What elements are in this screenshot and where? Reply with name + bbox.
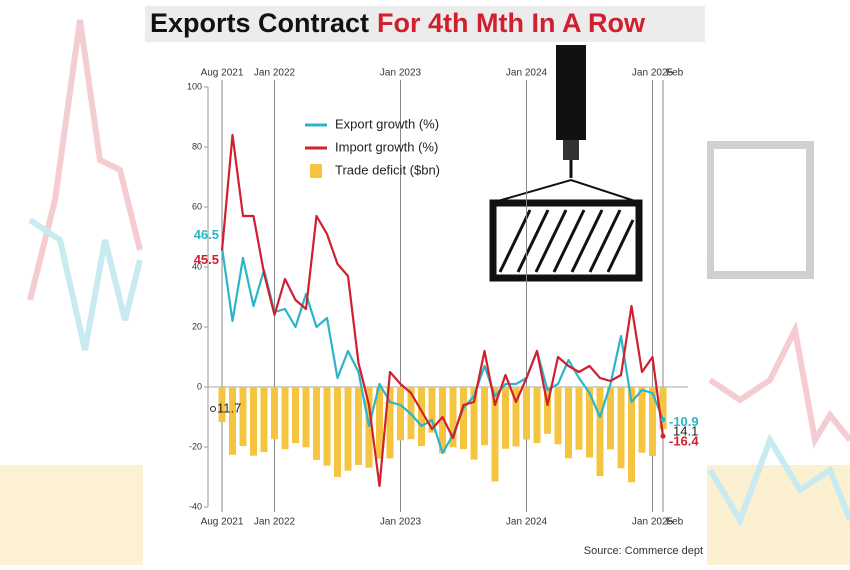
illustration	[489, 45, 643, 282]
line	[220, 247, 665, 455]
bar	[218, 387, 226, 423]
title-highlight: For 4th Mth In A Row	[377, 8, 646, 38]
data-label: -16.4	[669, 434, 699, 449]
bar	[292, 387, 299, 444]
bar	[638, 387, 646, 453]
x-tick-label: Jan 2022	[254, 517, 296, 528]
bar	[502, 387, 509, 449]
x-tick-label: Jan 2023	[380, 68, 422, 79]
chart-title: Exports Contract For 4th Mth In A Row	[150, 8, 646, 38]
x-tick-label: Aug 2021	[201, 68, 244, 79]
bar	[523, 387, 530, 440]
x-tick-label: Jan 2024	[506, 517, 548, 528]
bar	[533, 387, 541, 444]
y-tick-label: 60	[192, 201, 202, 211]
bar	[428, 387, 436, 433]
bar	[229, 387, 236, 455]
title-main: Exports Contract	[150, 8, 369, 38]
bar	[575, 387, 583, 450]
data-label: 14.1	[673, 424, 698, 439]
y-tick-label: 80	[192, 141, 202, 151]
legend-label: Import growth (%)	[335, 139, 438, 154]
bar	[334, 387, 341, 477]
data-label: 11.7	[217, 400, 241, 415]
end-dot	[660, 433, 666, 439]
bar	[554, 387, 562, 445]
legend-label: Export growth (%)	[335, 116, 439, 131]
bar	[491, 387, 499, 482]
x-tick-label: Jan 2025	[632, 68, 674, 79]
x-tick-label: Jan 2025	[632, 517, 674, 528]
bar	[344, 387, 352, 471]
bar	[659, 387, 667, 430]
bar	[439, 387, 446, 454]
x-tick-label: Jan 2022	[254, 68, 296, 79]
y-tick-label: -20	[189, 441, 202, 451]
bar	[481, 387, 488, 446]
end-dot	[660, 417, 666, 423]
title-bar	[145, 6, 705, 42]
bar	[365, 387, 373, 468]
bar	[449, 387, 457, 448]
label-dot	[210, 405, 216, 412]
bar	[313, 387, 320, 460]
bar	[260, 387, 268, 453]
bar	[460, 387, 467, 450]
x-tick-label: Feb	[666, 517, 684, 528]
bar	[607, 387, 614, 450]
bar	[239, 387, 247, 447]
bar	[544, 387, 551, 434]
bar	[617, 387, 625, 469]
legend-label: Trade deficit ($bn)	[335, 162, 440, 177]
bar	[565, 387, 572, 459]
bar	[250, 387, 257, 456]
x-tick-label: Feb	[666, 68, 684, 79]
x-tick-label: Jan 2024	[506, 68, 548, 79]
data-label: 45.5	[194, 252, 219, 267]
y-tick-label: 20	[192, 321, 202, 331]
source: Source: Commerce dept	[584, 545, 703, 557]
bar	[271, 387, 278, 440]
bar	[628, 387, 635, 483]
bar	[355, 387, 362, 465]
bar	[323, 387, 331, 466]
bar	[281, 387, 289, 450]
bar	[586, 387, 593, 458]
bar	[649, 387, 656, 456]
x-tick-label: Aug 2021	[201, 517, 244, 528]
data-label: 46.5	[194, 227, 219, 242]
data-label: -10.9	[669, 414, 699, 429]
bar	[470, 387, 478, 460]
bar	[376, 387, 383, 459]
panel	[143, 0, 707, 565]
legend-swatch	[310, 164, 322, 178]
bar	[418, 387, 425, 447]
bar	[302, 387, 310, 448]
y-tick-label: -40	[189, 501, 202, 511]
background-blur	[0, 19, 850, 565]
bar	[512, 387, 520, 447]
y-tick-label: 100	[187, 81, 202, 91]
line	[220, 133, 665, 488]
bar	[386, 387, 394, 459]
bar	[596, 387, 604, 477]
x-tick-label: Jan 2023	[380, 517, 422, 528]
y-tick-label: 40	[192, 261, 202, 271]
y-tick-label: 0	[197, 381, 202, 391]
bar	[397, 387, 404, 441]
